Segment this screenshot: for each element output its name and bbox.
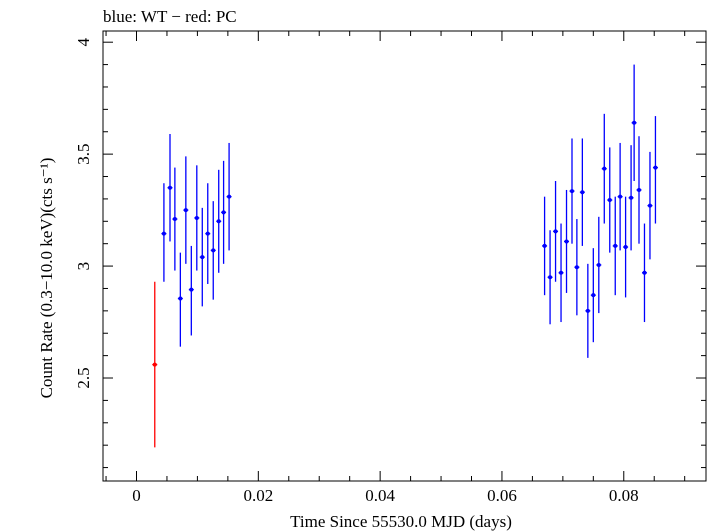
- data-point: [205, 183, 211, 284]
- data-point: [177, 252, 183, 347]
- data-point: [547, 230, 553, 325]
- data-point: [596, 216, 602, 314]
- point-marker: [642, 270, 647, 275]
- x-axis: 0 0.02 0.04 0.06 0.08: [105, 31, 686, 505]
- point-marker: [623, 245, 628, 250]
- point-marker: [183, 208, 188, 213]
- data-point: [210, 201, 216, 300]
- point-marker: [168, 185, 172, 190]
- data-point: [199, 207, 205, 307]
- point-marker: [580, 190, 585, 195]
- x-tick-label: 0: [132, 486, 141, 505]
- data-point: [590, 248, 596, 343]
- point-marker: [205, 231, 210, 236]
- point-marker: [618, 194, 623, 199]
- series-pc: [152, 281, 158, 448]
- chart-title: blue: WT − red: PC: [103, 7, 237, 26]
- data-point: [641, 223, 647, 323]
- data-point: [607, 147, 613, 253]
- data-point: [216, 169, 222, 273]
- point-marker: [602, 166, 607, 171]
- data-point: [617, 142, 623, 251]
- point-marker: [574, 265, 579, 270]
- y-axis: 2.5 3 3.5 4: [74, 37, 706, 469]
- point-marker: [653, 165, 658, 170]
- point-marker: [194, 215, 199, 220]
- point-marker: [564, 239, 569, 244]
- data-point: [221, 160, 227, 264]
- x-tick-label: 0.02: [243, 486, 273, 505]
- data-point: [183, 156, 189, 264]
- point-marker: [637, 187, 641, 192]
- x-axis-label: Time Since 55530.0 MJD (days): [290, 512, 512, 531]
- point-marker: [570, 189, 574, 194]
- point-marker: [553, 229, 558, 234]
- point-marker: [216, 219, 221, 224]
- point-marker: [189, 287, 194, 292]
- data-point: [553, 181, 559, 282]
- data-point: [558, 223, 564, 323]
- data-point: [636, 136, 642, 244]
- point-marker: [559, 270, 564, 275]
- point-marker: [178, 296, 183, 301]
- x-tick-label: 0.08: [609, 486, 639, 505]
- point-marker: [152, 362, 157, 367]
- point-marker: [591, 293, 596, 298]
- data-point: [601, 113, 607, 224]
- data-point: [564, 189, 570, 293]
- point-marker: [647, 203, 652, 208]
- point-marker: [200, 255, 205, 260]
- point-marker: [172, 217, 177, 222]
- data-point: [579, 138, 585, 246]
- point-marker: [211, 248, 216, 253]
- point-marker: [607, 198, 612, 203]
- data-point: [167, 133, 173, 242]
- y-tick-label: 2.5: [74, 367, 93, 388]
- y-tick-label: 3: [74, 262, 93, 271]
- y-axis-label: Count Rate (0.3−10.0 keV)(cts s⁻¹): [37, 158, 56, 399]
- data-point: [585, 263, 591, 358]
- x-tick-label: 0.06: [487, 486, 517, 505]
- point-marker: [548, 275, 553, 280]
- data-point: [542, 196, 548, 296]
- series-wt: [161, 64, 658, 358]
- point-marker: [585, 308, 590, 313]
- point-marker: [629, 195, 634, 200]
- data-point: [623, 196, 629, 298]
- data-point: [569, 138, 575, 244]
- data-point: [188, 245, 194, 336]
- point-marker: [542, 243, 547, 248]
- data-point: [652, 116, 658, 224]
- point-marker: [221, 210, 226, 215]
- data-point: [194, 165, 200, 271]
- data-point: [574, 219, 580, 316]
- y-tick-label: 3.5: [74, 144, 93, 165]
- x-tick-label: 0.04: [365, 486, 395, 505]
- data-point: [226, 142, 232, 251]
- data-point: [612, 196, 618, 296]
- data-point: [631, 64, 637, 181]
- data-point: [647, 151, 653, 260]
- point-marker: [632, 120, 637, 125]
- data-point: [628, 145, 634, 251]
- data-point: [161, 183, 167, 282]
- point-marker: [596, 262, 601, 267]
- plot-frame: [102, 30, 707, 482]
- y-tick-label: 4: [74, 37, 93, 46]
- data-points: [152, 64, 658, 448]
- data-point: [172, 167, 178, 271]
- data-point: [152, 281, 158, 448]
- point-marker: [161, 231, 166, 236]
- point-marker: [613, 243, 618, 248]
- point-marker: [227, 194, 232, 199]
